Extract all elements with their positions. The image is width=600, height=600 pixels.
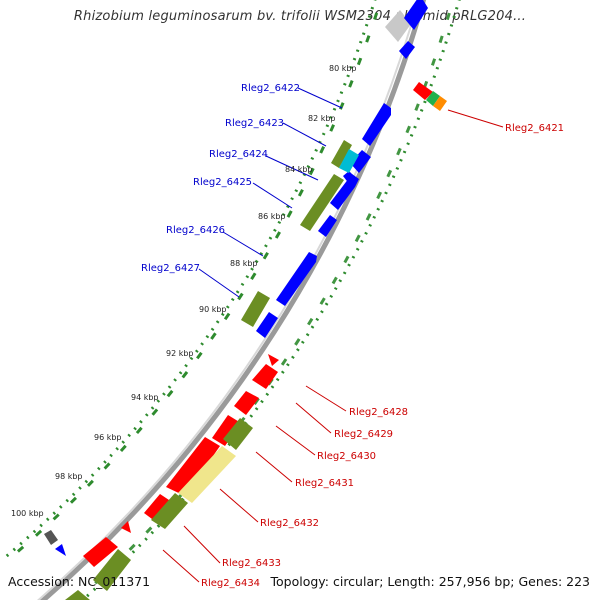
olive-feature-3 (241, 291, 270, 327)
gene-6430 (212, 415, 241, 446)
gene-label-right: Rleg2_6421 (505, 123, 564, 134)
gene-label-right: Rleg2_6431 (295, 478, 354, 489)
olive-feature-5 (151, 493, 188, 529)
khaki-feature (178, 446, 236, 503)
gene-6428-head (268, 354, 279, 366)
backbone-arc (39, 0, 427, 600)
orange-feature-6421 (433, 96, 447, 111)
gene-6429 (234, 391, 259, 415)
cyan-feature (339, 149, 359, 173)
tick-label: 100 kbp (11, 509, 44, 518)
gene-6433-head (121, 521, 131, 533)
tick-label: 96 kbp (94, 433, 122, 442)
gene-6431 (166, 437, 220, 496)
tick-label: 86 kbp (258, 212, 286, 221)
gene-label-left: Rleg2_6426 (166, 225, 225, 236)
gene-label-right: Rleg2_6434 (201, 578, 260, 589)
gene-6428 (252, 364, 278, 389)
topology-text: Topology: circular; Length: 257,956 bp; … (270, 574, 591, 589)
gene-label-right: Rleg2_6433 (222, 558, 281, 569)
tick-label-group: 80 kbp 82 kbp 84 kbp 86 kbp 88 kbp 90 kbp 92 k… (11, 64, 357, 518)
left-leader-lines (198, 87, 343, 298)
right-gc-dashes (74, 0, 455, 600)
outer-dotted-ring (80, 0, 461, 600)
gene-label-left: Rleg2_6422 (241, 83, 300, 94)
olive-feature-6 (93, 549, 131, 591)
gene-6424-b (343, 171, 356, 185)
olive-feature-4 (223, 418, 253, 450)
accession-text: Accession: NC_011371 (8, 574, 151, 589)
left-label-group: Rleg2_6422 Rleg2_6423 Rleg2_6424 Rleg2_6425… (141, 83, 300, 274)
tick-label: 98 kbp (55, 472, 83, 481)
gene-6427 (256, 312, 278, 338)
backbone-arc-inner (36, 0, 420, 600)
tick-label: 80 kbp (329, 64, 357, 73)
olive-feature-7 (65, 590, 90, 600)
gene-6421 (413, 82, 433, 100)
tick-label: 88 kbp (230, 259, 258, 268)
gene-6432 (144, 494, 172, 522)
inner-gc-dashes (7, 0, 383, 562)
gene-6424-a (330, 174, 359, 210)
right-leader-lines (162, 109, 504, 583)
tick-label: 82 kbp (308, 114, 336, 123)
gene-label-right: Rleg2_6432 (260, 518, 319, 529)
gene-label-right: Rleg2_6428 (349, 407, 408, 418)
grey-feature-left (44, 530, 58, 545)
gene-label-left: Rleg2_6424 (209, 149, 268, 160)
gene-label-left: Rleg2_6423 (225, 118, 284, 129)
tick-label: 84 kbp (285, 165, 313, 174)
gene-6426 (276, 252, 317, 306)
gene-6422 (362, 103, 391, 146)
gene-label-right: Rleg2_6429 (334, 429, 393, 440)
gene-6425 (318, 215, 337, 237)
gene-6423 (350, 150, 371, 173)
blue-gene-top-1 (404, 0, 428, 30)
blue-gene-top-2 (399, 41, 415, 59)
gene-6434 (83, 537, 118, 567)
gene-label-left: Rleg2_6425 (193, 177, 252, 188)
tick-label: 94 kbp (131, 393, 159, 402)
green-feature-6421 (426, 91, 440, 106)
tick-label: 90 kbp (199, 305, 227, 314)
blue-gene-left (55, 544, 66, 556)
olive-feature-1 (331, 140, 352, 168)
olive-feature-2 (300, 174, 344, 231)
tick-label: 92 kbp (166, 349, 194, 358)
right-label-group: Rleg2_6421 Rleg2_6428 Rleg2_6429 Rleg2_6430… (201, 123, 564, 589)
gene-label-left: Rleg2_6427 (141, 263, 200, 274)
gene-label-right: Rleg2_6430 (317, 451, 376, 462)
